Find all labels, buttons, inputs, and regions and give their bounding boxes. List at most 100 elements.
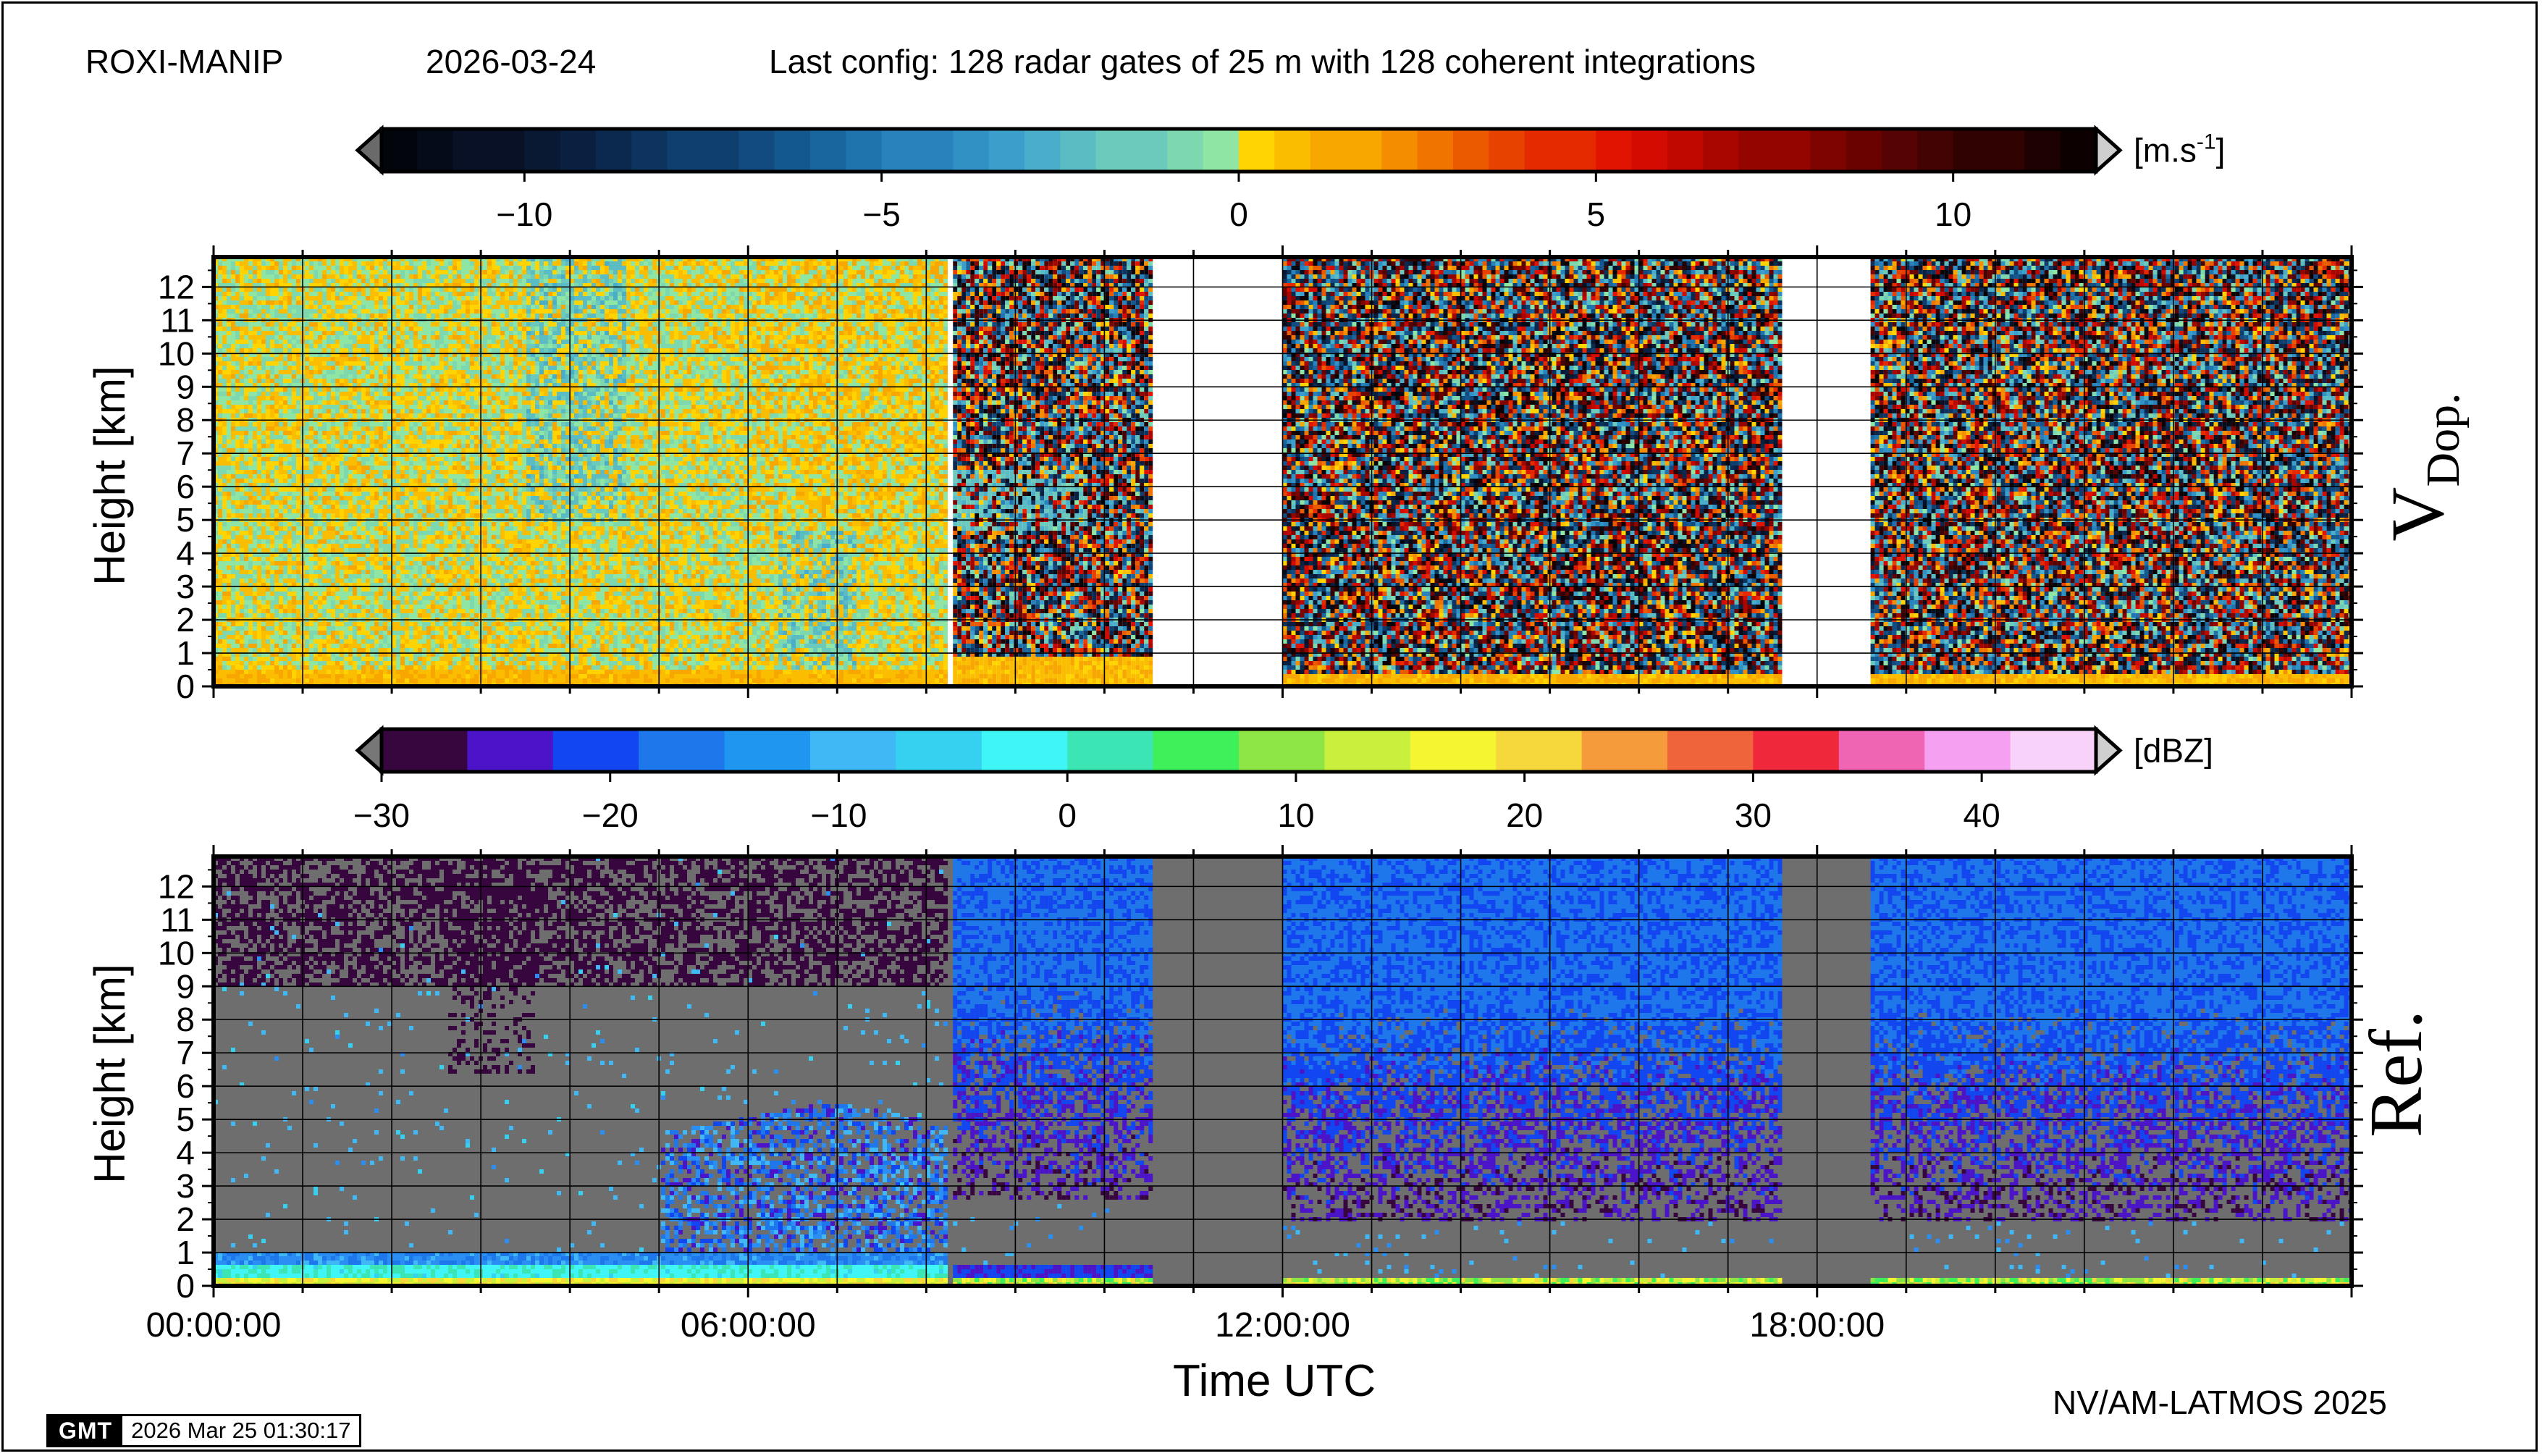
colorbar-tick-label: −30 [353, 796, 410, 834]
colorbar-swatch [1324, 729, 1410, 772]
colorbar-unit-label: [m.s-1] [2134, 130, 2225, 169]
colorbar-swatch [1274, 129, 1310, 172]
colorbar-swatch [1310, 129, 1347, 172]
colorbar-swatch [382, 729, 468, 772]
colorbar-ref: −30 −20 −10 0 10 20 30 40[dBZ] [353, 729, 2213, 834]
x-tick-label: 06:00:00 [681, 1306, 816, 1345]
x-tick-label: 12:00:00 [1215, 1306, 1350, 1345]
y-tick-label: 1 [176, 1234, 195, 1271]
colorbar-swatch [725, 729, 811, 772]
colorbar-swatch [982, 729, 1068, 772]
colorbar-tick-label: 0 [1229, 195, 1248, 233]
colorbar-tick-label: 40 [1964, 796, 2000, 834]
colorbar-over-triangle [2096, 729, 2120, 772]
y-tick-label: 4 [176, 1134, 195, 1171]
panel-label-vdop: VDop. [2371, 337, 2465, 597]
y-tick-label: 10 [158, 334, 195, 372]
colorbar-swatch [917, 129, 954, 172]
colorbar-swatch [1739, 129, 1775, 172]
colorbar-tick-label: 0 [1058, 796, 1077, 834]
x-axis-label: Time UTC [1173, 1355, 1376, 1407]
colorbar-swatch [1418, 129, 1454, 172]
colorbar-swatch [1753, 729, 1839, 772]
colorbar-swatch [417, 129, 453, 172]
colorbar-unit-label: [dBZ] [2134, 732, 2213, 770]
colorbar-vdop: −10 −5 0 5 10[m.s-1] [358, 129, 2225, 233]
colorbar-swatch [1239, 729, 1325, 772]
y-tick-label: 5 [176, 501, 195, 539]
colorbar-swatch [1882, 129, 1918, 172]
x-tick-label: 00:00:00 [146, 1306, 282, 1345]
y-tick-label: 8 [176, 401, 195, 439]
colorbar-swatch [1924, 729, 2011, 772]
gmt-logo: GMT [49, 1416, 122, 1445]
colorbar-tick-label: 5 [1587, 195, 1606, 233]
y-tick-label: 9 [176, 368, 195, 405]
y-tick-label: 8 [176, 1001, 195, 1038]
colorbar-swatch [1203, 129, 1240, 172]
colorbar-swatch [467, 729, 553, 772]
colorbar-tick-label: −10 [810, 796, 867, 834]
gmt-badge: GMT 2026 Mar 25 01:30:17 [46, 1414, 361, 1447]
y-tick-label: 4 [176, 534, 195, 572]
colorbar-swatch [553, 729, 639, 772]
observation-date: 2026-03-24 [426, 42, 596, 81]
config-description: Last config: 128 radar gates of 25 m wit… [769, 42, 1756, 81]
colorbar-over-triangle [2096, 129, 2120, 172]
colorbar-swatch [1410, 729, 1497, 772]
colorbar-swatch [631, 129, 668, 172]
y-tick-label: 12 [158, 268, 195, 306]
colorbar-swatch [1667, 729, 1754, 772]
colorbar-swatch [1153, 729, 1240, 772]
y-axis-label-vdop: Height [km] [85, 345, 135, 606]
y-tick-label: 7 [176, 1034, 195, 1072]
colorbar-swatch [1024, 129, 1061, 172]
colorbar-swatch [810, 129, 846, 172]
colorbar-swatch [953, 129, 989, 172]
colorbar-swatch [1239, 129, 1275, 172]
y-tick-label: 0 [176, 1267, 195, 1305]
colorbar-swatch [1096, 129, 1132, 172]
panel-label-vdop-sub: Dop. [2417, 392, 2470, 487]
colorbar-tick-label: 10 [1277, 796, 1314, 834]
colorbar-swatch [1775, 129, 1811, 172]
y-tick-label: 5 [176, 1101, 195, 1138]
colorbar-swatch [1596, 129, 1632, 172]
colorbar-swatch [882, 129, 918, 172]
colorbar-tick-label: 30 [1735, 796, 1772, 834]
colorbar-swatch [1560, 129, 1596, 172]
colorbar-swatch [1453, 129, 1489, 172]
colorbar-swatch [703, 129, 739, 172]
colorbar-swatch [1810, 129, 1846, 172]
colorbar-swatch [668, 129, 704, 172]
colorbar-swatch [810, 729, 896, 772]
y-tick-label: 3 [176, 1167, 195, 1205]
y-tick-label: 2 [176, 1200, 195, 1238]
colorbar-swatch [489, 129, 525, 172]
colorbar-swatch [1167, 129, 1203, 172]
colorbar-swatch [1989, 129, 2025, 172]
colorbar-swatch [1525, 129, 1561, 172]
colorbar-swatch [989, 129, 1025, 172]
credit-text: NV/AM-LATMOS 2025 [2053, 1383, 2387, 1422]
data-segment [1283, 257, 1783, 687]
y-tick-label: 6 [176, 1067, 195, 1105]
data-segment [953, 257, 1153, 687]
colorbar-swatch [738, 129, 775, 172]
colorbar-swatch [1346, 129, 1382, 172]
colorbar-swatch [1582, 729, 1668, 772]
colorbar-swatch [524, 129, 560, 172]
panel-label-vdop-main: V [2376, 487, 2459, 542]
y-tick-label: 11 [160, 301, 195, 339]
colorbar-swatch [1067, 729, 1153, 772]
y-tick-label: 11 [160, 901, 195, 938]
colorbar-swatch [2061, 129, 2097, 172]
y-tick-label: 2 [176, 601, 195, 639]
colorbar-swatch [2024, 129, 2061, 172]
colorbar-swatch [846, 129, 882, 172]
colorbar-swatch [2011, 729, 2097, 772]
station-name: ROXI-MANIP [85, 42, 283, 81]
colorbar-tick-label: −20 [582, 796, 639, 834]
y-tick-label: 1 [176, 634, 195, 672]
